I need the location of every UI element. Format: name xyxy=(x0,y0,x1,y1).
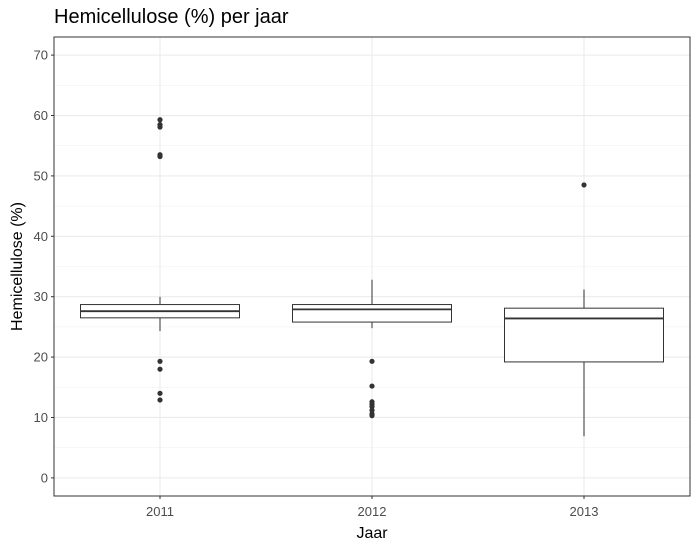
iqr-box xyxy=(292,304,452,323)
outlier-point xyxy=(369,413,375,419)
outlier-point xyxy=(581,182,587,188)
x-tick-label: 2013 xyxy=(570,504,599,519)
outlier-point xyxy=(157,397,163,403)
outlier-point xyxy=(157,117,163,123)
x-axis: 2011 2012 2013 xyxy=(146,496,598,519)
box-2013 xyxy=(504,182,664,437)
x-axis-title: Jaar xyxy=(356,525,388,542)
outlier-point xyxy=(369,383,375,389)
boxplot-series xyxy=(80,117,664,437)
y-axis: 0 10 20 30 40 50 60 70 xyxy=(34,48,54,485)
box-2011 xyxy=(80,117,240,403)
y-tick-label: 60 xyxy=(34,108,48,123)
y-tick-label: 0 xyxy=(41,470,48,485)
box-2012 xyxy=(292,279,452,419)
iqr-box xyxy=(504,307,664,363)
outlier-point xyxy=(369,407,375,413)
y-tick-label: 30 xyxy=(34,289,48,304)
outlier-point xyxy=(157,153,163,160)
y-tick-label: 20 xyxy=(34,350,48,365)
y-tick-label: 50 xyxy=(34,168,48,183)
x-tick-label: 2011 xyxy=(146,504,174,519)
x-tick-label: 2012 xyxy=(358,504,387,519)
outlier-point xyxy=(157,358,163,364)
y-tick-label: 10 xyxy=(34,410,48,425)
y-tick-label: 70 xyxy=(34,48,48,63)
outlier-point xyxy=(369,358,375,364)
outlier-point xyxy=(157,366,163,372)
outlier-point xyxy=(157,390,163,396)
outlier-point xyxy=(157,124,163,130)
chart-title: Hemicellulose (%) per jaar xyxy=(54,6,289,28)
y-axis-title: Hemicellulose (%) xyxy=(9,202,26,331)
y-tick-label: 40 xyxy=(34,229,48,244)
outlier-point xyxy=(369,404,375,410)
